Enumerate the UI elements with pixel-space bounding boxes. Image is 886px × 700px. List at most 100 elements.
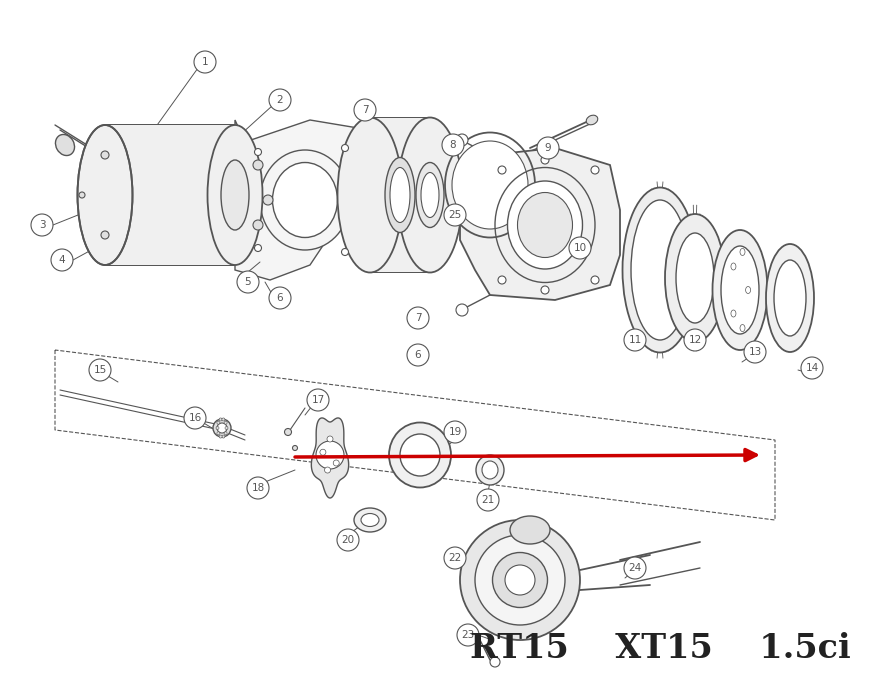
Text: 6: 6 (276, 293, 284, 303)
Text: 14: 14 (805, 363, 819, 373)
Text: 7: 7 (415, 313, 422, 323)
Ellipse shape (341, 144, 348, 151)
Ellipse shape (56, 134, 74, 155)
Text: 24: 24 (628, 563, 641, 573)
Circle shape (624, 329, 646, 351)
Ellipse shape (490, 657, 500, 667)
Ellipse shape (221, 160, 249, 230)
Text: 5: 5 (245, 277, 252, 287)
Polygon shape (235, 120, 370, 280)
Ellipse shape (398, 118, 462, 272)
Circle shape (444, 421, 466, 443)
Ellipse shape (222, 418, 225, 421)
Circle shape (477, 489, 499, 511)
Ellipse shape (541, 286, 549, 294)
Text: 21: 21 (481, 495, 494, 505)
Ellipse shape (224, 432, 227, 435)
Text: 20: 20 (341, 535, 354, 545)
Circle shape (744, 341, 766, 363)
Circle shape (801, 357, 823, 379)
Circle shape (537, 137, 559, 159)
Ellipse shape (207, 125, 262, 265)
Text: 16: 16 (189, 413, 202, 423)
Circle shape (237, 271, 259, 293)
Ellipse shape (416, 162, 444, 228)
Ellipse shape (324, 467, 330, 473)
Ellipse shape (341, 248, 348, 256)
Polygon shape (311, 418, 349, 498)
Ellipse shape (361, 514, 379, 526)
Text: 2: 2 (276, 95, 284, 105)
Text: 13: 13 (749, 347, 762, 357)
Ellipse shape (774, 260, 806, 336)
Text: 11: 11 (628, 335, 641, 345)
Ellipse shape (541, 156, 549, 164)
Text: 25: 25 (448, 210, 462, 220)
Circle shape (89, 359, 111, 381)
Ellipse shape (316, 441, 344, 469)
Ellipse shape (225, 426, 228, 430)
Ellipse shape (400, 434, 440, 476)
Circle shape (247, 477, 269, 499)
Ellipse shape (740, 248, 745, 256)
Ellipse shape (292, 445, 298, 451)
Ellipse shape (217, 423, 227, 433)
Ellipse shape (498, 276, 506, 284)
Circle shape (442, 134, 464, 156)
Circle shape (444, 547, 466, 569)
Ellipse shape (284, 428, 291, 435)
Ellipse shape (327, 436, 333, 442)
Ellipse shape (254, 244, 261, 251)
Ellipse shape (623, 188, 697, 353)
Circle shape (624, 557, 646, 579)
Ellipse shape (482, 461, 498, 479)
Ellipse shape (254, 148, 261, 155)
Text: 17: 17 (311, 395, 324, 405)
Ellipse shape (389, 423, 451, 487)
Ellipse shape (222, 435, 225, 438)
Ellipse shape (460, 520, 580, 640)
Text: 15: 15 (93, 365, 106, 375)
Ellipse shape (665, 214, 725, 342)
Ellipse shape (746, 286, 750, 293)
Ellipse shape (731, 310, 736, 317)
Ellipse shape (219, 435, 222, 438)
Ellipse shape (676, 233, 714, 323)
Text: 12: 12 (688, 335, 702, 345)
Text: 22: 22 (448, 553, 462, 563)
Ellipse shape (219, 418, 222, 421)
Text: 7: 7 (361, 105, 369, 115)
Circle shape (51, 249, 73, 271)
Text: 8: 8 (450, 140, 456, 150)
Circle shape (184, 407, 206, 429)
Ellipse shape (456, 134, 468, 146)
Ellipse shape (498, 166, 506, 174)
Ellipse shape (320, 449, 326, 455)
Ellipse shape (333, 460, 339, 466)
Circle shape (269, 89, 291, 111)
Ellipse shape (712, 230, 767, 350)
Ellipse shape (385, 158, 415, 232)
Circle shape (269, 287, 291, 309)
Circle shape (684, 329, 706, 351)
Circle shape (307, 389, 329, 411)
Ellipse shape (390, 167, 410, 223)
Ellipse shape (476, 455, 504, 485)
Ellipse shape (253, 160, 263, 170)
Ellipse shape (505, 565, 535, 595)
Ellipse shape (631, 200, 689, 340)
Ellipse shape (475, 535, 565, 625)
Text: 9: 9 (545, 143, 551, 153)
Ellipse shape (721, 246, 759, 334)
Ellipse shape (517, 193, 572, 258)
Text: 18: 18 (252, 483, 265, 493)
Polygon shape (460, 148, 620, 300)
Text: 6: 6 (415, 350, 422, 360)
Ellipse shape (260, 150, 350, 250)
Ellipse shape (253, 220, 263, 230)
Circle shape (31, 214, 53, 236)
Ellipse shape (273, 162, 338, 237)
Ellipse shape (766, 244, 814, 352)
Ellipse shape (77, 125, 133, 265)
Text: RT15    XT15    1.5ci: RT15 XT15 1.5ci (470, 631, 851, 664)
